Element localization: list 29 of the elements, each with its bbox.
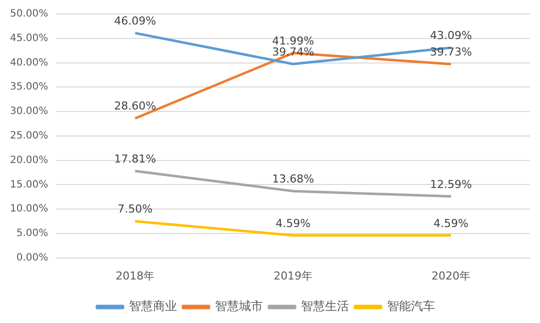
y-tick-label: 20.00% [10,154,48,166]
data-label: 4.59% [276,216,311,230]
y-tick-label: 40.00% [10,57,48,68]
y-tick-label: 10.00% [10,204,48,215]
data-label: 39.73% [430,45,472,58]
legend-label: 智慧城市 [215,299,263,314]
x-tick-label: 2018年 [116,269,155,282]
data-label: 43.09% [430,29,472,42]
data-label: 4.59% [434,216,468,230]
y-tick-label: 45.00% [10,32,48,44]
data-label: 7.50% [118,202,153,216]
data-label: 17.81% [114,152,156,166]
data-label: 46.09% [114,14,156,28]
legend-label: 智慧生活 [301,299,349,314]
x-tick-label: 2020年 [432,269,471,282]
data-label: 41.99% [272,34,314,48]
y-tick-label: 25.00% [10,130,48,142]
y-tick-label: 50.00% [10,8,48,20]
data-label: 28.60% [114,100,156,113]
x-tick-label: 2019年 [274,269,313,282]
y-tick-label: 35.00% [10,82,48,93]
data-label: 12.59% [430,178,472,191]
y-tick-label: 0.00% [16,252,48,264]
data-label: 13.68% [272,172,314,186]
y-tick-label: 15.00% [10,179,48,190]
legend-label: 智能汽车 [387,299,435,314]
legend-label: 智慧商业 [129,299,177,314]
y-tick-label: 30.00% [10,106,48,118]
y-tick-label: 5.00% [16,228,48,240]
